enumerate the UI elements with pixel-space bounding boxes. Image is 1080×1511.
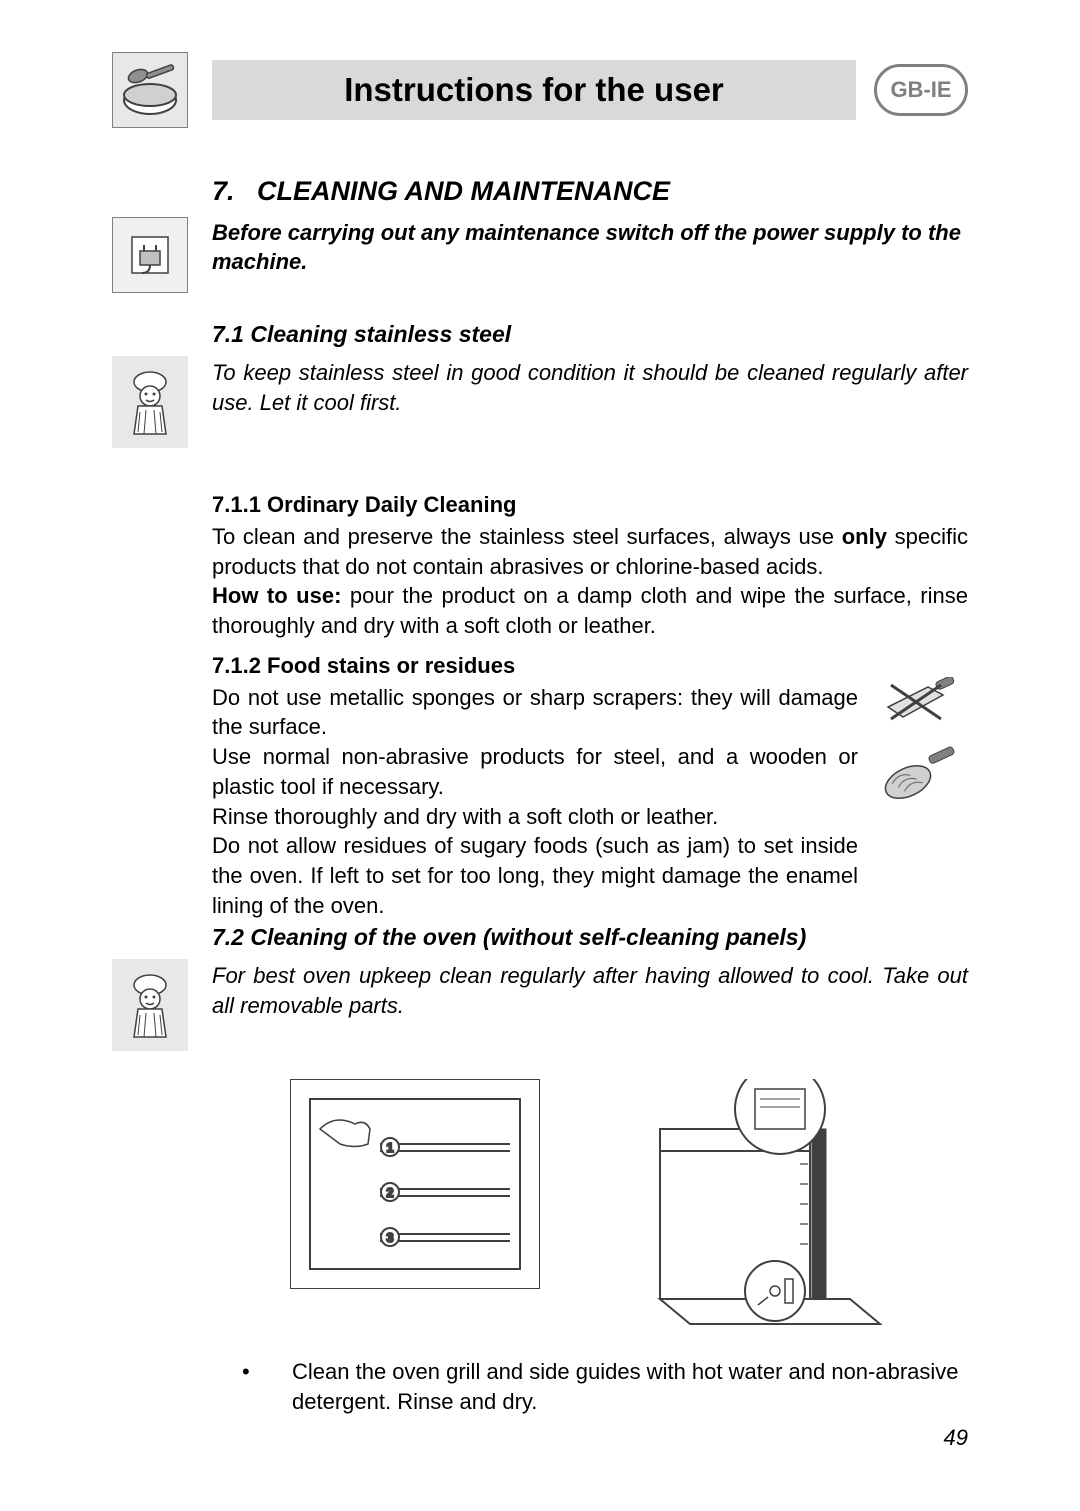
spoon-bowl-icon xyxy=(120,62,180,118)
sub-heading-71: 7.1 Cleaning stainless steel xyxy=(212,321,968,348)
section-712-wrap: 7.1.2 Food stains or residues Do not use… xyxy=(112,653,968,921)
subsub-heading-712: 7.1.2 Food stains or residues xyxy=(212,653,968,679)
language-badge: GB-IE xyxy=(874,64,968,116)
text-711-p1a: To clean and preserve the stainless stee… xyxy=(212,524,842,549)
header-row: Instructions for the user GB-IE xyxy=(112,52,968,128)
page-content: 7. CLEANING AND MAINTENANCE Before carry… xyxy=(112,176,968,1417)
no-scraper-icon xyxy=(868,677,968,807)
body-text-712-p3: Rinse thoroughly and dry with a soft clo… xyxy=(212,802,858,832)
header-logo-icon xyxy=(112,52,188,128)
section-number: 7. xyxy=(212,176,235,206)
diagram-oven-door xyxy=(600,1079,890,1329)
svg-text:2: 2 xyxy=(386,1185,393,1200)
svg-text:1: 1 xyxy=(386,1140,393,1155)
chef-icon xyxy=(120,965,180,1045)
language-badge-text: GB-IE xyxy=(890,77,951,103)
chef-icon xyxy=(120,362,180,442)
bullet-text-72: Clean the oven grill and side guides wit… xyxy=(292,1357,968,1416)
diagram-row: 1 2 3 xyxy=(212,1079,968,1329)
diagram-rack-removal: 1 2 3 xyxy=(290,1079,540,1289)
section-title: CLEANING AND MAINTENANCE xyxy=(257,176,670,206)
text-711-p2a: How to use: xyxy=(212,583,341,608)
warning-row: Before carrying out any maintenance swit… xyxy=(112,217,968,293)
body-text-711-p2: How to use: pour the product on a damp c… xyxy=(212,581,968,640)
tip-text-71: To keep stainless steel in good conditio… xyxy=(212,356,968,417)
warning-icon xyxy=(112,217,188,293)
subsub-heading-711: 7.1.1 Ordinary Daily Cleaning xyxy=(212,492,968,518)
bullet-row-72: • Clean the oven grill and side guides w… xyxy=(242,1357,968,1416)
body-text-711-p1: To clean and preserve the stainless stee… xyxy=(212,522,968,581)
body-text-712-p1: Do not use metallic sponges or sharp scr… xyxy=(212,683,858,742)
svg-text:3: 3 xyxy=(386,1230,393,1245)
body-text-712-p4: Do not allow residues of sugary foods (s… xyxy=(212,831,858,920)
tip-row-71: To keep stainless steel in good conditio… xyxy=(112,356,968,448)
body-text-712-p2: Use normal non-abrasive products for ste… xyxy=(212,742,858,801)
page-number: 49 xyxy=(944,1425,968,1451)
power-plug-icon xyxy=(122,227,178,283)
header-title-bar: Instructions for the user xyxy=(212,60,856,120)
section-heading: 7. CLEANING AND MAINTENANCE xyxy=(212,176,968,207)
chef-tip-icon xyxy=(112,356,188,448)
chef-tip-icon-2 xyxy=(112,959,188,1051)
tip-text-72: For best oven upkeep clean regularly aft… xyxy=(212,959,968,1020)
text-711-p1b: only xyxy=(842,524,887,549)
tip-row-72: For best oven upkeep clean regularly aft… xyxy=(112,959,968,1051)
header-title: Instructions for the user xyxy=(344,71,724,109)
bullet-marker: • xyxy=(242,1357,292,1416)
warning-text: Before carrying out any maintenance swit… xyxy=(212,217,968,276)
sub-heading-72: 7.2 Cleaning of the oven (without self-c… xyxy=(212,924,968,951)
